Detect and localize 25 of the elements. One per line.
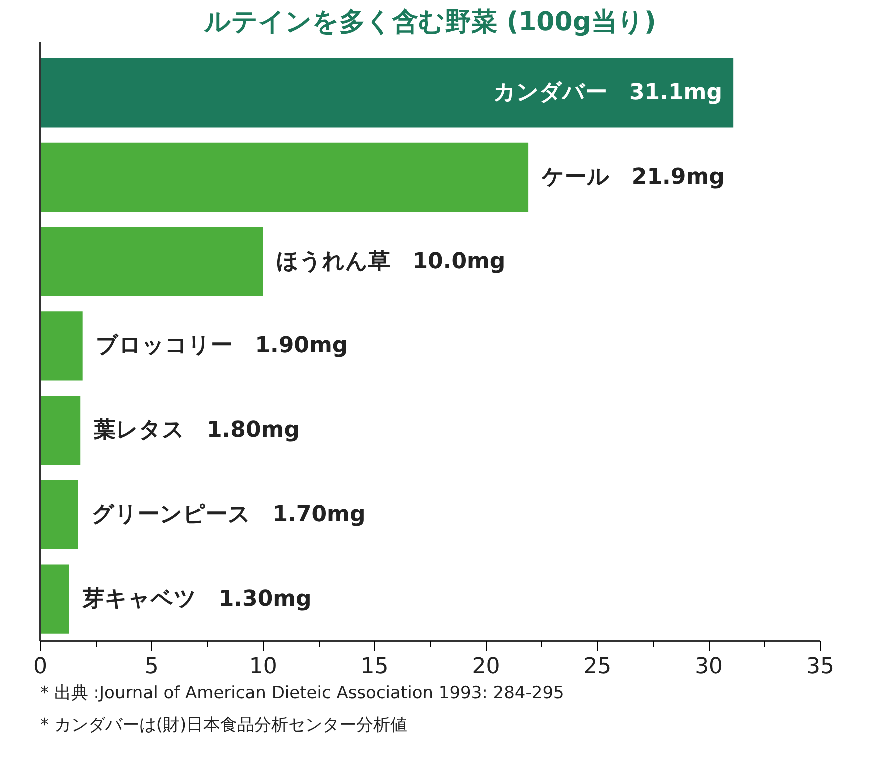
category-label: 芽キャベツ 1.30mg (82, 586, 312, 612)
bar (40, 564, 70, 634)
x-tick-label: 10 (249, 654, 278, 680)
x-tick-label: 20 (472, 654, 500, 680)
category-label: ほうれん草 10.0mg (276, 249, 506, 274)
category-label: ブロッコリー 1.90mg (96, 334, 348, 359)
category-label: カンダバー 31.1mg (493, 80, 722, 106)
x-tick-label: 5 (144, 654, 159, 680)
x-tick-label: 25 (584, 654, 612, 680)
bar (40, 480, 78, 550)
category-label: ケール 21.9mg (542, 164, 725, 190)
x-tick-label: 30 (695, 654, 724, 680)
bar (40, 312, 83, 381)
x-tick-label: 35 (806, 654, 835, 680)
text: * カンダバーは(財)日本食品分析センター分析値 (40, 716, 408, 736)
x-tick-label: 15 (360, 654, 389, 680)
category-label: 葉レタス 1.80mg (94, 418, 300, 444)
bar (40, 227, 264, 296)
x-tick-label: 0 (34, 654, 48, 680)
category-label: グリーンピース 1.70mg (92, 502, 366, 528)
bar (40, 58, 734, 128)
bar (40, 396, 81, 466)
text: * 出典 :Journal of American Dieteic Association 1993: 284-295 (40, 684, 564, 704)
chart-title: ルテインを多く含む野菜 (100g当り) (204, 8, 656, 38)
bar (40, 142, 529, 212)
